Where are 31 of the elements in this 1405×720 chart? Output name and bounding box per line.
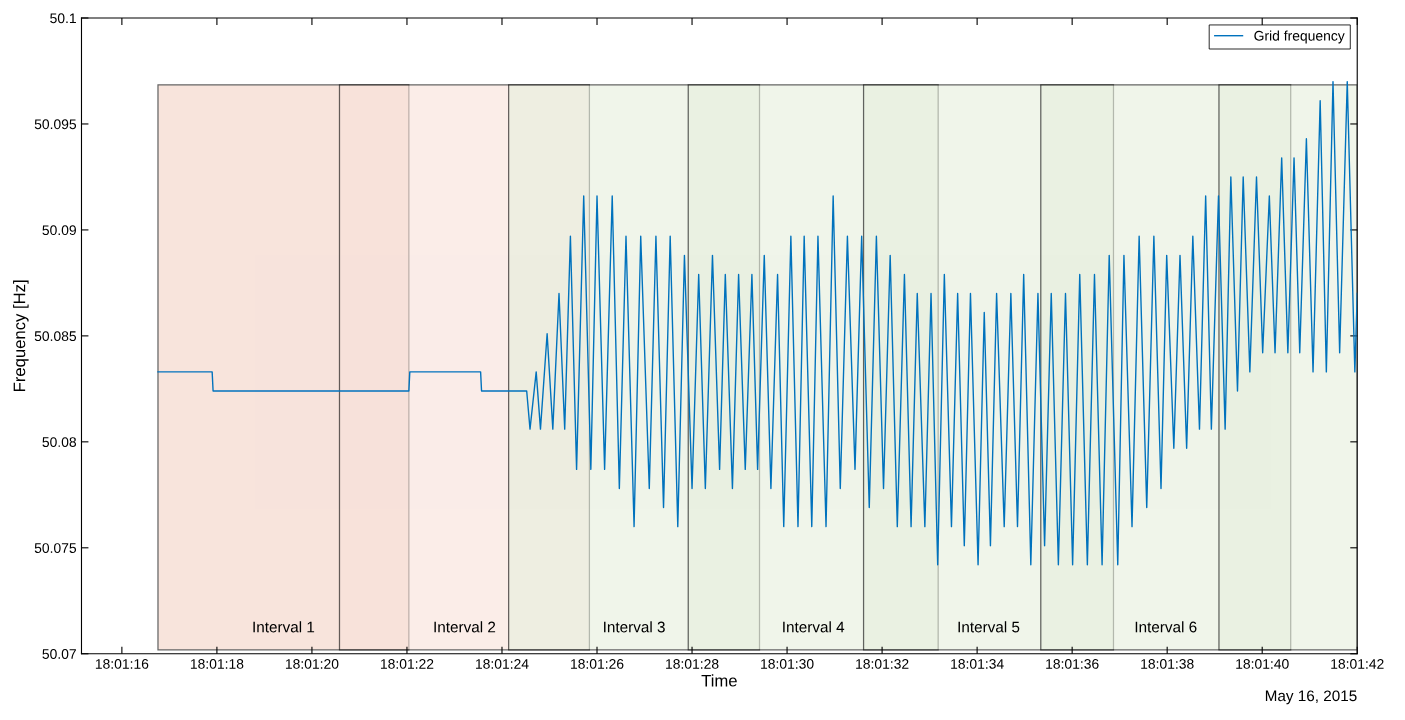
- x-axis-title: Time: [701, 674, 737, 687]
- band-label: Interval 2: [434, 621, 496, 633]
- x-tick-label: 18:01:36: [1046, 658, 1099, 669]
- x-tick-label: 18:01:40: [1236, 658, 1289, 669]
- band-label: Interval 3: [604, 621, 665, 633]
- text: May 16, 2015: [1265, 690, 1357, 705]
- y-tick-label: 50.085: [34, 331, 77, 342]
- x-tick-label: 18:01:24: [476, 658, 529, 669]
- x-tick-label: 18:01:18: [190, 658, 244, 669]
- x-tick-label: 18:01:28: [666, 658, 719, 669]
- x-tick-label: 18:01:26: [571, 658, 624, 669]
- y-tick-label: 50.1: [50, 13, 76, 24]
- x-tick-label: 18:01:32: [856, 658, 909, 669]
- x-tick-label: 18:01:16: [95, 658, 149, 669]
- band-label: Interval 6: [1135, 621, 1197, 633]
- x-tick-label: 18:01:34: [951, 658, 1004, 669]
- y-axis-title: Frequency [Hz]: [13, 280, 29, 392]
- x-tick-label: 18:01:20: [285, 658, 339, 669]
- x-tick-label: 18:01:42: [1331, 658, 1384, 669]
- y-tick-label: 50.095: [34, 119, 77, 130]
- y-tick-label: 50.09: [42, 225, 76, 236]
- x-tick-label: 18:01:38: [1141, 658, 1194, 669]
- y-tick-label: 50.075: [34, 543, 77, 553]
- y-tick-label: 50.07: [42, 649, 76, 659]
- legend-label: Grid frequency: [1254, 30, 1345, 44]
- band-label: Interval 1: [253, 621, 315, 633]
- band-label: Interval 5: [958, 621, 1020, 633]
- y-tick-label: 50.08: [42, 437, 77, 448]
- x-tick-label: 18:01:30: [761, 658, 814, 669]
- x-tick-label: 18:01:22: [380, 658, 434, 669]
- band-label: Interval 4: [783, 621, 845, 633]
